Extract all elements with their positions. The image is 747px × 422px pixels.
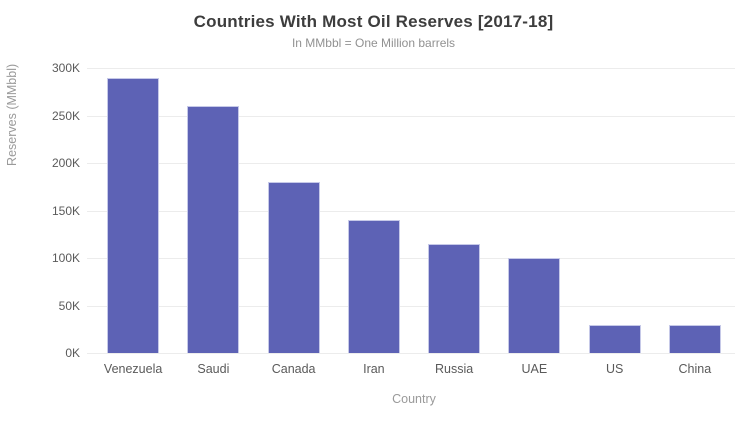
- bar-russia[interactable]: [428, 243, 481, 353]
- gridline-50K: [87, 305, 735, 307]
- bar-slot-us: [575, 68, 655, 353]
- gridline-250K: [87, 115, 735, 117]
- gridline-150K: [87, 210, 735, 212]
- gridline-300K: [87, 68, 735, 69]
- y-axis-title: Reserves (MMbbl): [5, 63, 19, 166]
- y-tick-label-50K: 50K: [58, 298, 80, 313]
- x-label-uae: UAE: [521, 362, 548, 376]
- bar-slot-russia: [414, 68, 494, 353]
- bar-slot-china: [655, 68, 735, 353]
- x-label-china: China: [678, 362, 712, 376]
- bar-iran[interactable]: [347, 220, 400, 353]
- gridline-200K: [87, 163, 735, 164]
- gridline-100K: [87, 258, 735, 259]
- x-axis-category-labels: Venezuela Saudi Canada Iran Russia UAE US China: [93, 362, 735, 376]
- x-label-canada: Canada: [271, 362, 316, 376]
- x-label-saudi: Saudi: [197, 362, 230, 376]
- bar-canada[interactable]: [267, 182, 320, 353]
- x-axis-title: Country: [392, 392, 436, 406]
- bar-slot-venezuela: [93, 68, 173, 353]
- y-tick-label-0K: 0K: [65, 346, 80, 360]
- bar-slot-saudi: [173, 68, 253, 353]
- bar-slot-canada: [254, 68, 334, 353]
- bar-us[interactable]: [588, 324, 641, 353]
- x-label-us: US: [605, 362, 624, 376]
- y-tick-label-300K: 300K: [51, 61, 80, 75]
- bar-slot-uae: [494, 68, 574, 353]
- gridline-0K: [87, 353, 735, 354]
- bar-slot-iran: [334, 68, 414, 353]
- bar-venezuela[interactable]: [107, 77, 160, 353]
- x-label-russia: Russia: [435, 362, 474, 376]
- x-label-venezuela: Venezuela: [103, 362, 163, 376]
- y-tick-label-150K: 150K: [51, 203, 80, 218]
- chart-title: Countries With Most Oil Reserves [2017-1…: [193, 12, 554, 31]
- plot-area: [87, 68, 735, 354]
- bar-saudi[interactable]: [187, 106, 240, 353]
- chart-subtitle: In MMbbl = One Million barrels: [291, 36, 456, 50]
- bar-series: [93, 68, 735, 353]
- x-label-iran: Iran: [363, 362, 385, 376]
- y-tick-label-100K: 100K: [51, 251, 80, 265]
- bar-china[interactable]: [668, 324, 721, 353]
- bar-uae[interactable]: [508, 258, 561, 353]
- y-tick-label-250K: 250K: [51, 108, 80, 123]
- y-tick-label-200K: 200K: [51, 156, 80, 170]
